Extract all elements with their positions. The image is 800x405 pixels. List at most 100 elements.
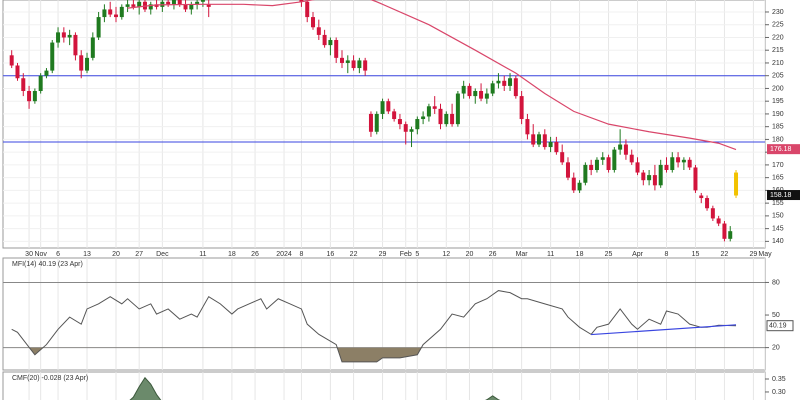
y-tick-label: 145 bbox=[772, 225, 784, 232]
candle-body bbox=[90, 37, 95, 58]
y-tick-label: 225 bbox=[772, 22, 784, 29]
candle-body bbox=[658, 164, 663, 186]
candle-body bbox=[461, 85, 466, 94]
x-tick-label: 11 bbox=[199, 251, 206, 258]
candle-body bbox=[108, 9, 113, 15]
candle-body bbox=[403, 124, 408, 132]
y-tick-label: 215 bbox=[772, 47, 784, 54]
y-tick-label: 165 bbox=[772, 174, 784, 181]
candle-body bbox=[705, 198, 710, 209]
candle-body bbox=[606, 157, 611, 171]
candle-body bbox=[351, 60, 356, 69]
panel-title: CMF(20) -0.028 (23 Apr) bbox=[12, 375, 88, 382]
candle-body bbox=[61, 32, 66, 38]
y-tick-label: 0.35 bbox=[772, 376, 786, 383]
candle-body bbox=[50, 42, 55, 71]
y-tick-label: 195 bbox=[772, 98, 784, 105]
candle-body bbox=[525, 119, 530, 135]
candle-body bbox=[102, 9, 107, 18]
candle-body bbox=[681, 159, 686, 163]
x-tick-label: 20 bbox=[112, 251, 120, 258]
candle-body bbox=[183, 4, 188, 10]
x-tick-label: 13 bbox=[83, 251, 91, 258]
candle-body bbox=[676, 157, 681, 163]
y-tick-label: 210 bbox=[772, 60, 784, 67]
x-tick-label: 18 bbox=[228, 251, 236, 258]
x-tick-label: 25 bbox=[605, 251, 613, 258]
candle-body bbox=[652, 175, 657, 186]
cmf-panel bbox=[2, 371, 766, 403]
candle-body bbox=[508, 78, 513, 86]
candle-body bbox=[131, 4, 136, 7]
moving-average bbox=[127, 0, 737, 151]
candle-body bbox=[687, 159, 692, 168]
candle-body bbox=[113, 14, 118, 18]
candle-body bbox=[484, 93, 489, 99]
candle-body bbox=[322, 34, 327, 46]
x-tick-label: 12 bbox=[442, 251, 450, 258]
candle-body bbox=[119, 6, 124, 18]
candle-body bbox=[32, 90, 37, 102]
candle-body bbox=[195, 1, 200, 5]
candle-body bbox=[166, 1, 171, 5]
candle-body bbox=[21, 78, 26, 91]
mfi-line bbox=[11, 290, 737, 363]
candle-body bbox=[148, 4, 153, 10]
candle-body bbox=[177, 0, 182, 5]
candle-body bbox=[600, 157, 605, 160]
value-box bbox=[767, 144, 800, 155]
cmf-area bbox=[129, 376, 162, 400]
candle-body bbox=[189, 4, 194, 10]
x-tick-label: 11 bbox=[547, 251, 554, 258]
panel-plot bbox=[28, 372, 765, 400]
candle-body bbox=[432, 106, 437, 109]
candle-body bbox=[548, 141, 553, 148]
cmf-area bbox=[485, 395, 501, 400]
candle-body bbox=[368, 113, 373, 132]
candle-body bbox=[513, 78, 518, 97]
candle-body bbox=[345, 60, 350, 63]
y-tick-label: 200 bbox=[772, 85, 784, 92]
x-tick-label: Apr bbox=[632, 251, 644, 258]
y-tick-label: 185 bbox=[772, 124, 784, 131]
candle-body bbox=[490, 83, 495, 94]
y-tick-label: 80 bbox=[772, 279, 780, 286]
x-tick-label: 16 bbox=[327, 251, 335, 258]
x-tick-label: 22 bbox=[350, 251, 358, 258]
candle-body bbox=[171, 0, 176, 5]
candle-body bbox=[693, 167, 698, 191]
candle-body bbox=[409, 129, 414, 132]
candle-body bbox=[200, 0, 205, 2]
x-tick-label: 26 bbox=[489, 251, 497, 258]
candle-body bbox=[734, 172, 739, 196]
candle-body bbox=[380, 101, 385, 114]
y-tick-label: 155 bbox=[772, 200, 784, 207]
y-tick-label: 0.30 bbox=[772, 389, 786, 396]
x-tick-label: 5 bbox=[415, 251, 419, 258]
candle-body bbox=[426, 106, 431, 117]
candle-body bbox=[137, 1, 142, 7]
x-tick-label: 8 bbox=[299, 251, 303, 258]
candle-body bbox=[623, 144, 628, 155]
candle-body bbox=[560, 152, 565, 163]
candle-body bbox=[316, 27, 321, 35]
candle-body bbox=[73, 34, 78, 56]
candle-body bbox=[710, 208, 715, 219]
candle-body bbox=[728, 231, 733, 239]
candle-body bbox=[339, 57, 344, 63]
y-tick-label: 50 bbox=[772, 312, 780, 319]
candle-body bbox=[612, 149, 617, 171]
candle-body bbox=[38, 75, 43, 91]
oversold-fill bbox=[11, 347, 737, 362]
y-tick-label: 20 bbox=[772, 344, 780, 351]
candle-body bbox=[502, 80, 507, 86]
candle-body bbox=[311, 17, 316, 28]
y-tick-label: 230 bbox=[772, 9, 784, 16]
candle-body bbox=[85, 57, 90, 71]
panel-plot bbox=[3, 258, 765, 370]
candle-body bbox=[444, 113, 449, 125]
y-tick-label: 170 bbox=[772, 162, 784, 169]
candle-body bbox=[699, 195, 704, 199]
candle-body bbox=[299, 0, 304, 2]
x-tick-label: 8 bbox=[665, 251, 669, 258]
